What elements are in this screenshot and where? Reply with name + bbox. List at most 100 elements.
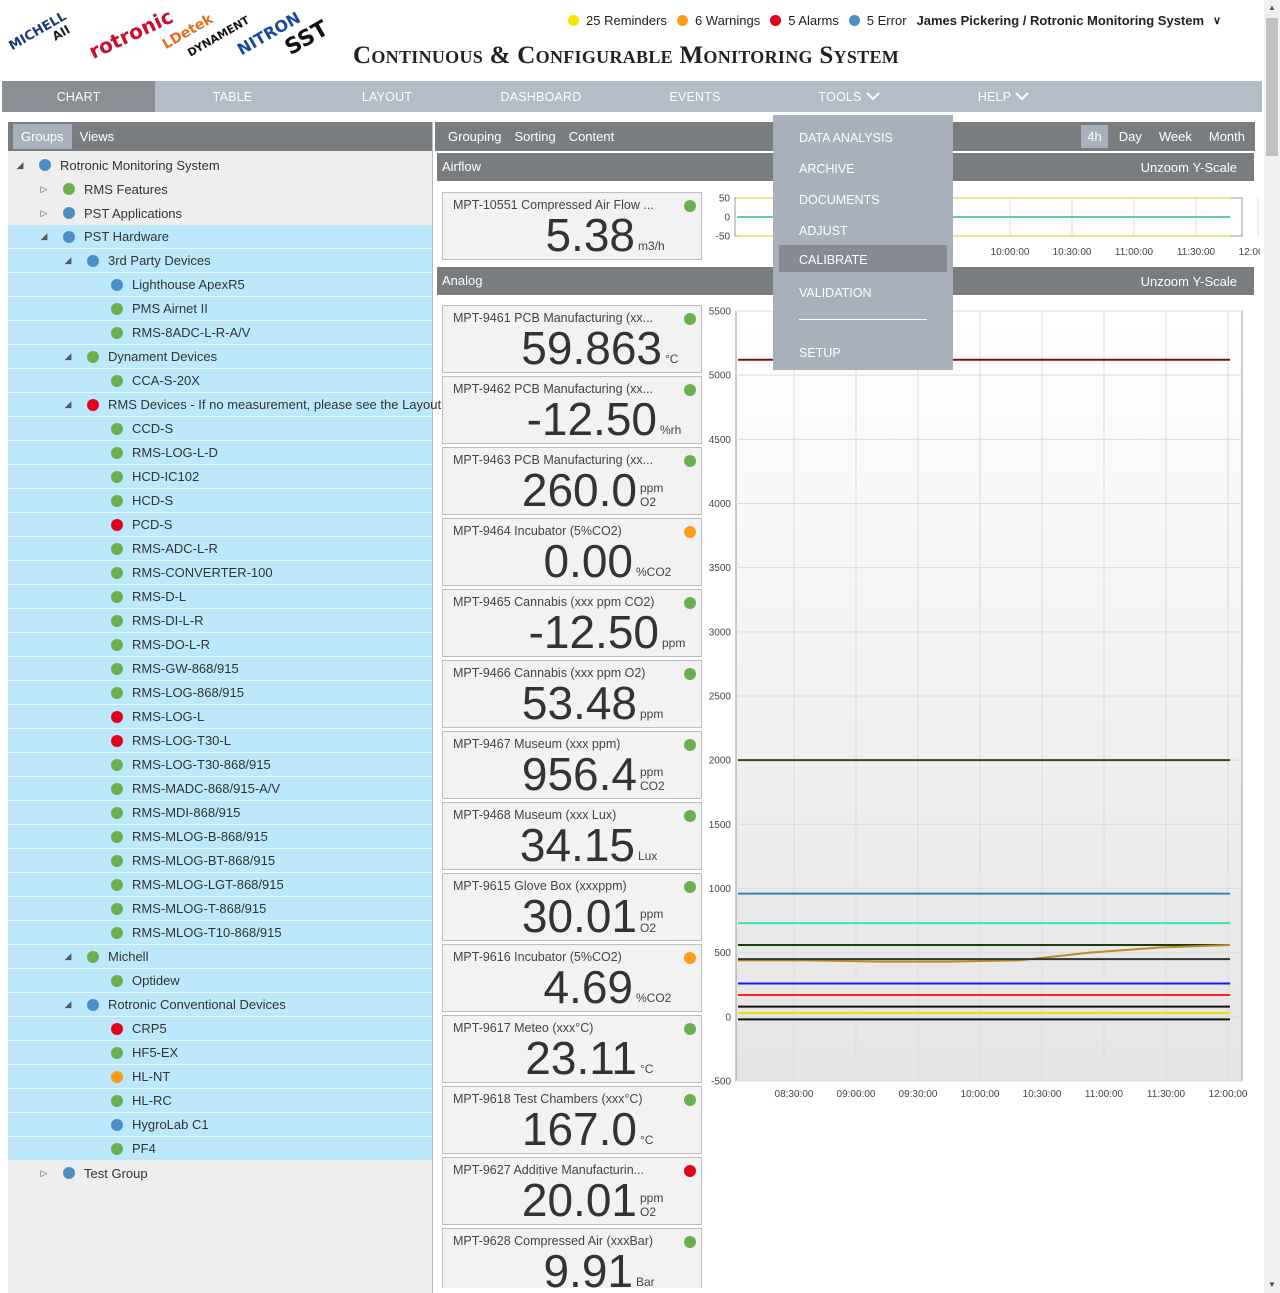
- tree-item[interactable]: ◢ Michell: [8, 945, 432, 969]
- warnings-status[interactable]: 6 Warnings: [676, 13, 760, 28]
- tree-item[interactable]: RMS-ADC-L-R: [8, 537, 432, 561]
- tree-item[interactable]: RMS-CONVERTER-100: [8, 561, 432, 585]
- measurement-tile[interactable]: MPT-9617 Meteo (xxx°C) 23.11 °C: [442, 1015, 702, 1083]
- range-week[interactable]: Week: [1158, 129, 1192, 144]
- analog-chart[interactable]: 5500500045004000350030002500200015001000…: [705, 300, 1260, 1110]
- scrollbar-thumb[interactable]: [1266, 18, 1278, 156]
- tree-item[interactable]: Lighthouse ApexR5: [8, 273, 432, 297]
- measurement-tile[interactable]: MPT-9628 Compressed Air (xxxBar) 9.91 Bar: [442, 1228, 702, 1288]
- menu-item-setup[interactable]: SETUP: [799, 346, 841, 360]
- content-menu[interactable]: Content: [568, 129, 615, 144]
- tree-item[interactable]: RMS-MADC-868/915-A/V: [8, 777, 432, 801]
- tab-table[interactable]: TABLE: [155, 81, 310, 112]
- y-scale-button[interactable]: Y-Scale: [1192, 160, 1237, 175]
- tree-item[interactable]: HL-NT: [8, 1065, 432, 1089]
- tree-item[interactable]: ◢ Rotronic Conventional Devices: [8, 993, 432, 1017]
- measurement-tile[interactable]: MPT-9462 PCB Manufacturing (xx... -12.50%…: [442, 376, 702, 444]
- expanded-triangle-icon[interactable]: ◢: [64, 351, 72, 361]
- measurement-tile[interactable]: MPT-9464 Incubator (5%CO2) 0.00 %CO2: [442, 518, 702, 586]
- range-day[interactable]: Day: [1118, 129, 1142, 144]
- tree-item[interactable]: HygroLab C1: [8, 1113, 432, 1137]
- measurement-tile[interactable]: MPT-9468 Museum (xxx Lux) 34.15 Lux: [442, 802, 702, 870]
- tree-item[interactable]: RMS-8ADC-L-R-A/V: [8, 321, 432, 345]
- measurement-tile[interactable]: MPT-9616 Incubator (5%CO2) 4.69 %CO2: [442, 944, 702, 1012]
- tree-item[interactable]: RMS-LOG-868/915: [8, 681, 432, 705]
- tree-item[interactable]: Optidew: [8, 969, 432, 993]
- tree-item[interactable]: RMS-MLOG-LGT-868/915: [8, 873, 432, 897]
- tree-item[interactable]: PMS Airnet II: [8, 297, 432, 321]
- measurement-tile[interactable]: MPT-9465 Cannabis (xxx ppm CO2) -12.50 ppm: [442, 589, 702, 657]
- tree-item[interactable]: RMS-LOG-T30-L: [8, 729, 432, 753]
- tab-chart[interactable]: CHART: [2, 81, 155, 112]
- menu-item-calibrate[interactable]: CALIBRATE: [779, 245, 947, 272]
- tree-item[interactable]: HL-RC: [8, 1089, 432, 1113]
- tree-item[interactable]: HCD-S: [8, 489, 432, 513]
- tree-item[interactable]: RMS-D-L: [8, 585, 432, 609]
- measurement-tile[interactable]: MPT-10551 Compressed Air Flow ... 5.38 m3/…: [442, 192, 702, 260]
- reminders-status[interactable]: 25 Reminders: [568, 13, 667, 28]
- tree-item[interactable]: CCD-S: [8, 417, 432, 441]
- tree-item[interactable]: RMS-GW-868/915: [8, 657, 432, 681]
- measurement-tile[interactable]: MPT-9461 PCB Manufacturing (xx... 59.863 °…: [442, 305, 702, 373]
- menu-item-archive[interactable]: ARCHIVE: [799, 162, 855, 176]
- tree-item[interactable]: PCD-S: [8, 513, 432, 537]
- tab-groups[interactable]: Groups: [13, 124, 72, 149]
- collapsed-triangle-icon[interactable]: ▷: [40, 207, 48, 218]
- tab-events[interactable]: EVENTS: [618, 81, 772, 112]
- measurement-tile[interactable]: MPT-9467 Museum (xxx ppm) 956.4 ppm CO2: [442, 731, 702, 799]
- tree-item[interactable]: RMS-MLOG-B-868/915: [8, 825, 432, 849]
- tree-item[interactable]: CRP5: [8, 1017, 432, 1041]
- tab-help[interactable]: HELP: [926, 81, 1081, 112]
- range-month[interactable]: Month: [1208, 129, 1245, 144]
- tab-dashboard[interactable]: DASHBOARD: [464, 81, 618, 112]
- tree-item[interactable]: RMS-LOG-T30-868/915: [8, 753, 432, 777]
- tree-item[interactable]: RMS-DI-L-R: [8, 609, 432, 633]
- expanded-triangle-icon[interactable]: ◢: [64, 399, 72, 409]
- grouping-menu[interactable]: Grouping: [448, 129, 502, 144]
- expanded-triangle-icon[interactable]: ◢: [40, 231, 48, 241]
- tree-item[interactable]: ◢ 3rd Party Devices: [8, 249, 432, 273]
- measurement-tile[interactable]: MPT-9466 Cannabis (xxx ppm O2) 53.48 ppm: [442, 660, 702, 728]
- menu-item-validation[interactable]: VALIDATION: [799, 286, 872, 300]
- measurement-tile[interactable]: MPT-9615 Glove Box (xxxppm) 30.01 ppm O2: [442, 873, 702, 941]
- tree-item[interactable]: HF5-EX: [8, 1041, 432, 1065]
- tree-item[interactable]: RMS-MLOG-T10-868/915: [8, 921, 432, 945]
- tree-item[interactable]: RMS-MLOG-BT-868/915: [8, 849, 432, 873]
- expanded-triangle-icon[interactable]: ◢: [64, 951, 72, 961]
- menu-item-documents[interactable]: DOCUMENTS: [799, 193, 880, 207]
- tab-layout[interactable]: LAYOUT: [310, 81, 464, 112]
- tree-item[interactable]: ◢ Rotronic Monitoring System: [8, 153, 432, 177]
- tree-item[interactable]: ◢ RMS Devices - If no measurement, please…: [8, 393, 441, 417]
- scroll-down-arrow-icon[interactable]: ▼: [1268, 1280, 1276, 1289]
- tree-item[interactable]: RMS-MDI-868/915: [8, 801, 432, 825]
- menu-item-adjust[interactable]: ADJUST: [799, 224, 848, 238]
- menu-item-data-analysis[interactable]: DATA ANALYSIS: [799, 131, 893, 145]
- unzoom-button[interactable]: Unzoom: [1140, 160, 1189, 175]
- tree-item[interactable]: PF4: [8, 1137, 432, 1161]
- measurement-tile[interactable]: MPT-9627 Additive Manufacturin... 20.01 pp…: [442, 1157, 702, 1225]
- tree-item[interactable]: CCA-S-20X: [8, 369, 432, 393]
- alarms-status[interactable]: 5 Alarms: [770, 13, 839, 28]
- tree-item[interactable]: RMS-MLOG-T-868/915: [8, 897, 432, 921]
- errors-status[interactable]: 5 Error: [848, 13, 907, 28]
- collapsed-triangle-icon[interactable]: ▷: [40, 183, 48, 194]
- tree-item[interactable]: RMS-LOG-L-D: [8, 441, 432, 465]
- tree-item[interactable]: ◢ Dynament Devices: [8, 345, 432, 369]
- expanded-triangle-icon[interactable]: ◢: [16, 159, 24, 170]
- range-4h[interactable]: 4h: [1081, 125, 1108, 148]
- series-line[interactable]: [738, 943, 1231, 963]
- expanded-triangle-icon[interactable]: ◢: [64, 255, 72, 265]
- collapsed-triangle-icon[interactable]: ▷: [40, 1167, 48, 1178]
- tab-tools[interactable]: TOOLS: [772, 81, 926, 112]
- tree-item[interactable]: ◢ PST Hardware: [8, 225, 432, 249]
- tab-views[interactable]: Views: [79, 129, 115, 144]
- tree-item[interactable]: ▷ RMS Features: [8, 177, 432, 201]
- tree-item[interactable]: ▷ Test Group: [8, 1161, 432, 1185]
- measurement-tile[interactable]: MPT-9463 PCB Manufacturing (xx... 260.0 pp…: [442, 447, 702, 515]
- sorting-menu[interactable]: Sorting: [514, 129, 556, 144]
- tree-item[interactable]: ▷ PST Applications: [8, 201, 432, 225]
- measurement-tile[interactable]: MPT-9618 Test Chambers (xxx°C) 167.0 °C: [442, 1086, 702, 1154]
- tree-item[interactable]: RMS-DO-L-R: [8, 633, 432, 657]
- expanded-triangle-icon[interactable]: ◢: [64, 999, 72, 1009]
- tree-item[interactable]: HCD-IC102: [8, 465, 432, 489]
